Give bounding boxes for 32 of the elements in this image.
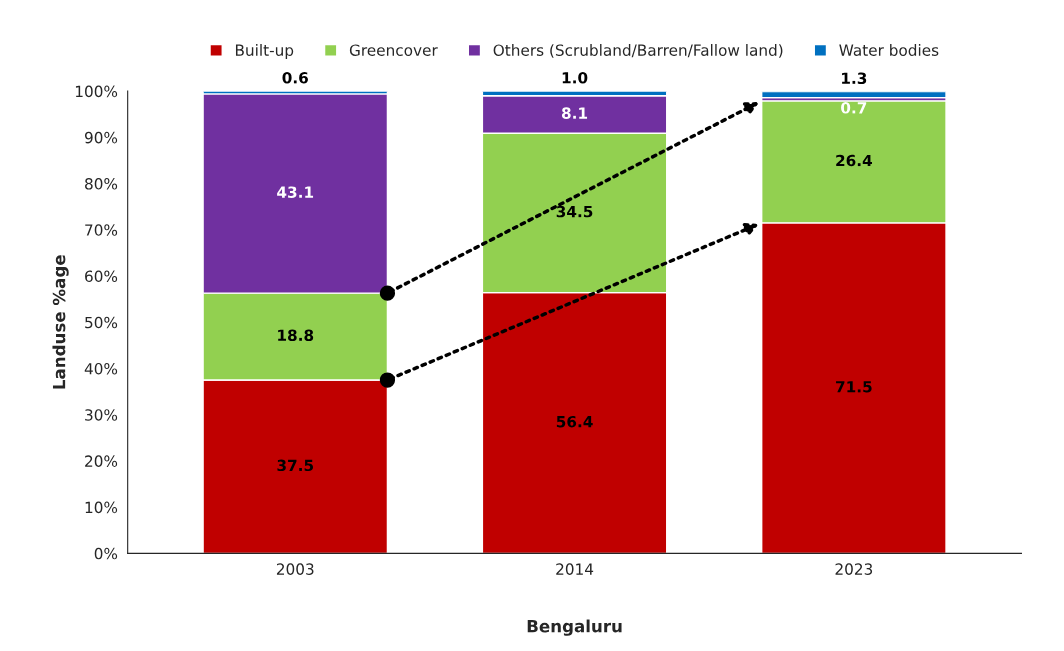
data-label: 8.1 xyxy=(561,107,588,119)
data-label: 56.4 xyxy=(556,415,593,428)
data-label: 1.3 xyxy=(842,72,867,85)
legend-label: Greencover xyxy=(349,44,438,56)
x-tick-label: 2023 xyxy=(835,563,873,575)
x-axis-title: Bengaluru xyxy=(527,619,622,636)
y-tick-label: 30% xyxy=(85,409,118,421)
data-label: 43.1 xyxy=(277,186,314,198)
legend-label: Built-up xyxy=(235,44,294,59)
y-tick-label: 40% xyxy=(84,362,118,375)
y-tick-label: 50% xyxy=(85,316,118,329)
y-tick-label: 0% xyxy=(94,547,118,560)
y-tick-label: 10% xyxy=(85,501,118,514)
y-tick-label: 20% xyxy=(85,455,118,467)
data-label: 26.4 xyxy=(836,154,873,167)
data-label: 1.0 xyxy=(562,72,588,84)
x-tick-label: 2014 xyxy=(556,563,594,575)
y-tick-label: 60% xyxy=(85,270,118,283)
data-label: 0.7 xyxy=(841,102,867,114)
legend-label: Water bodies xyxy=(839,44,939,56)
y-tick-label: 90% xyxy=(84,131,118,144)
data-label: 0.6 xyxy=(282,72,308,84)
legend-label: Others (Scrubland/Barren/Fallow land) xyxy=(493,44,783,58)
y-axis-title: Landuse %age xyxy=(52,255,69,389)
data-label: 71.5 xyxy=(836,381,872,393)
data-label: 37.5 xyxy=(277,459,314,472)
data-label: 18.8 xyxy=(278,329,314,342)
y-tick-label: 70% xyxy=(85,224,118,236)
y-tick-label: 80% xyxy=(85,178,118,190)
x-tick-label: 2003 xyxy=(276,563,314,575)
data-label: 34.5 xyxy=(556,205,593,218)
y-tick-label: 100% xyxy=(75,85,118,98)
